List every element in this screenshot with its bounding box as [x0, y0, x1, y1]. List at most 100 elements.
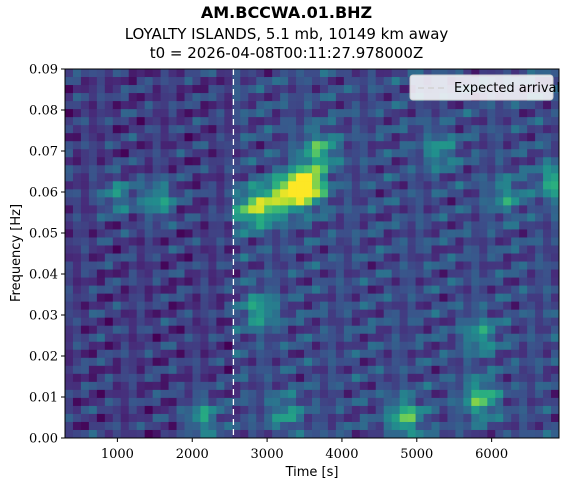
heatmap-cell	[335, 293, 345, 303]
heatmap-cell	[272, 189, 281, 198]
heatmap-cell	[312, 373, 321, 383]
heatmap-cell	[136, 365, 146, 375]
heatmap-cell	[264, 181, 273, 190]
heatmap-cell	[112, 413, 122, 423]
heatmap-cell	[96, 357, 106, 367]
heatmap-cell	[152, 269, 162, 279]
heatmap-cell	[288, 309, 297, 319]
heatmap-cell	[479, 125, 488, 134]
heatmap-cell	[240, 309, 249, 319]
heatmap-cell	[168, 173, 178, 182]
heatmap-cell	[112, 389, 122, 399]
heatmap-cell	[96, 205, 106, 214]
heatmap-cell	[128, 333, 138, 343]
heatmap-cell	[391, 421, 401, 431]
heatmap-cell	[503, 101, 512, 110]
heatmap-cell	[431, 413, 441, 423]
heatmap-cell	[391, 325, 401, 335]
heatmap-cell	[447, 301, 457, 311]
heatmap-cell	[72, 93, 82, 102]
heatmap-cell	[296, 365, 305, 375]
heatmap-cell	[343, 373, 353, 383]
heatmap-cell	[543, 189, 552, 198]
heatmap-cell	[327, 85, 337, 94]
heatmap-cell	[136, 253, 146, 263]
heatmap-cell	[471, 317, 480, 327]
heatmap-cell	[248, 269, 257, 279]
heatmap-cell	[431, 389, 441, 399]
heatmap-cell	[359, 149, 369, 158]
heatmap-cell	[208, 421, 217, 431]
heatmap-cell	[383, 237, 393, 247]
heatmap-cell	[152, 77, 162, 86]
heatmap-cell	[240, 149, 249, 158]
heatmap-cell	[304, 405, 313, 415]
heatmap-cell	[399, 413, 409, 423]
heatmap-cell	[168, 269, 178, 279]
heatmap-cell	[423, 317, 433, 327]
heatmap-cell	[160, 165, 170, 174]
heatmap-cell	[519, 181, 528, 190]
heatmap-cell	[144, 173, 154, 182]
heatmap-cell	[335, 341, 345, 351]
heatmap-cell	[224, 245, 233, 255]
heatmap-cell	[431, 229, 441, 239]
heatmap-cell	[128, 421, 138, 431]
heatmap-cell	[343, 197, 353, 206]
heatmap-cell	[288, 413, 297, 423]
heatmap-cell	[431, 149, 441, 158]
heatmap-cell	[551, 69, 559, 78]
heatmap-cell	[447, 213, 457, 223]
heatmap-cell	[168, 229, 178, 239]
heatmap-cell	[65, 429, 74, 438]
heatmap-cell	[367, 405, 377, 415]
heatmap-cell	[319, 317, 329, 327]
heatmap-cell	[551, 285, 559, 295]
heatmap-cell	[351, 93, 361, 102]
heatmap-cell	[463, 189, 472, 198]
heatmap-cell	[264, 357, 273, 367]
heatmap-cell	[399, 285, 409, 295]
heatmap-cell	[471, 253, 480, 263]
heatmap-cell	[104, 101, 114, 110]
heatmap-cell	[280, 181, 289, 190]
heatmap-cell	[351, 213, 361, 223]
heatmap-cell	[208, 277, 217, 287]
heatmap-cell	[104, 421, 114, 431]
heatmap-cell	[511, 365, 520, 375]
heatmap-cell	[359, 69, 369, 78]
heatmap-cell	[319, 325, 329, 335]
heatmap-cell	[343, 93, 353, 102]
heatmap-cell	[375, 301, 385, 311]
heatmap-cell	[72, 269, 82, 279]
heatmap-cell	[439, 237, 449, 247]
heatmap-cell	[184, 309, 194, 319]
heatmap-cell	[176, 229, 186, 239]
heatmap-cell	[503, 253, 512, 263]
heatmap-cell	[96, 173, 106, 182]
heatmap-cell	[439, 397, 449, 407]
chart-subtitle: LOYALTY ISLANDS, 5.1 mb, 10149 km away	[124, 25, 449, 43]
heatmap-cell	[383, 405, 393, 415]
heatmap-cell	[519, 261, 528, 271]
heatmap-cell	[160, 149, 170, 158]
heatmap-cell	[88, 213, 98, 223]
heatmap-cell	[343, 157, 353, 166]
heatmap-cell	[319, 101, 329, 110]
heatmap-cell	[543, 333, 552, 343]
heatmap-cell	[367, 309, 377, 319]
heatmap-cell	[535, 293, 544, 303]
heatmap-cell	[280, 189, 289, 198]
heatmap-cell	[200, 413, 210, 423]
heatmap-cell	[192, 237, 202, 247]
heatmap-cell	[304, 173, 313, 182]
heatmap-cell	[431, 421, 441, 431]
heatmap-cell	[256, 205, 265, 214]
heatmap-cell	[264, 373, 273, 383]
heatmap-cell	[503, 309, 512, 319]
heatmap-cell	[335, 77, 345, 86]
heatmap-cell	[104, 229, 114, 239]
heatmap-cell	[160, 357, 170, 367]
heatmap-cell	[240, 261, 249, 271]
heatmap-cell	[511, 309, 520, 319]
